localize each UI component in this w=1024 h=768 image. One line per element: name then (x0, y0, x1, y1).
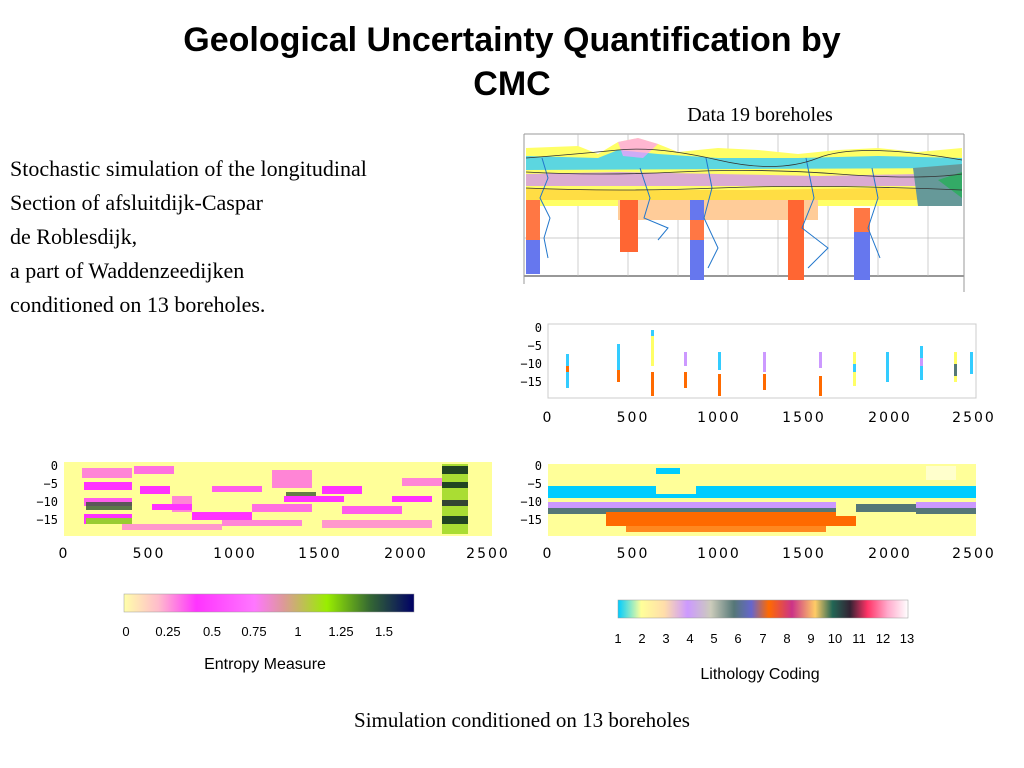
x-tick-label: 1500 (782, 546, 826, 562)
x-tick-label: 2500 (952, 546, 996, 562)
description-line: conditioned on 13 boreholes. (10, 292, 266, 317)
y-tick-label: −10 (520, 495, 542, 509)
lithology-colorbar: 1 2 3 4 5 6 7 8 9 10 11 12 13 (608, 596, 918, 652)
y-tick-label: 0 (51, 459, 58, 473)
y-tick-label: −15 (520, 375, 542, 389)
colorbar-tick-label: 10 (828, 631, 842, 646)
y-tick-label: −15 (36, 513, 58, 527)
x-tick-label: 0 (543, 410, 554, 426)
title-line-2: CMC (473, 65, 551, 103)
entropy-colorbar: 0 0.25 0.5 0.75 1 1.25 1.5 (116, 590, 426, 646)
colorbar-tick-label: 2 (638, 631, 645, 646)
colorbar-tick-label: 6 (734, 631, 741, 646)
colorbar-tick-label: 7 (759, 631, 766, 646)
x-tick-label: 2000 (384, 546, 428, 562)
colorbar-tick-label: 11 (852, 631, 866, 646)
colorbar-tick-label: 1.25 (328, 624, 353, 639)
page-title: Geological Uncertainty Quantification by… (80, 18, 944, 106)
x-tick-label: 500 (617, 546, 650, 562)
lithology-colorbar-title: Lithology Coding (700, 666, 820, 683)
y-tick-label: −10 (36, 495, 58, 509)
colorbar-tick-label: 8 (783, 631, 790, 646)
description-line: Section of afsluitdijk-Caspar (10, 190, 263, 215)
x-tick-label: 1500 (782, 410, 826, 426)
colorbar-tick-label: 4 (686, 631, 693, 646)
data-boreholes-label: Data 19 boreholes (687, 104, 833, 126)
borehole-cross-section-image (518, 128, 970, 292)
x-tick-label: 500 (133, 546, 166, 562)
description-text: Stochastic simulation of the longitudina… (10, 152, 510, 322)
colorbar-tick-label: 13 (900, 631, 914, 646)
colorbar-tick-label: 5 (710, 631, 717, 646)
y-tick-label: 0 (535, 459, 542, 473)
y-tick-label: −15 (520, 513, 542, 527)
colorbar-tick-label: 12 (876, 631, 890, 646)
description-line: Stochastic simulation of the longitudina… (10, 156, 367, 181)
x-tick-label: 1500 (298, 546, 342, 562)
entropy-colorbar-title: Entropy Measure (204, 656, 326, 673)
lithology-simulation-plot: 0 −5 −10 −15 0 500 1000 1500 2000 2500 (506, 456, 1006, 568)
y-tick-label: −5 (44, 477, 58, 491)
colorbar-tick-label: 0.25 (155, 624, 180, 639)
colorbar-tick-label: 1 (294, 624, 301, 639)
x-tick-label: 0 (543, 546, 554, 562)
title-line-1: Geological Uncertainty Quantification by (183, 21, 841, 59)
borehole-markers (566, 330, 973, 396)
description-line: de Roblesdijk, (10, 224, 138, 249)
y-tick-label: −10 (520, 357, 542, 371)
colorbar-tick-label: 0.75 (241, 624, 266, 639)
colorbar-tick-label: 0.5 (203, 624, 221, 639)
colorbar-tick-label: 3 (662, 631, 669, 646)
boreholes-data-plot: 0 −5 −10 −15 0 500 1000 1500 2000 2500 (506, 318, 1006, 430)
entropy-map-plot: 0 −5 −10 −15 0 500 1000 1500 2000 2500 (22, 456, 522, 568)
x-tick-label: 2500 (952, 410, 996, 426)
colorbar-tick-label: 1.5 (375, 624, 393, 639)
x-tick-label: 2500 (466, 546, 510, 562)
x-tick-label: 1000 (697, 410, 741, 426)
colorbar-tick-label: 1 (614, 631, 621, 646)
x-tick-label: 1000 (213, 546, 257, 562)
x-tick-label: 500 (617, 410, 650, 426)
x-tick-label: 2000 (868, 546, 912, 562)
y-tick-label: −5 (528, 339, 542, 353)
colorbar-tick-label: 9 (807, 631, 814, 646)
x-tick-label: 1000 (697, 546, 741, 562)
y-tick-label: −5 (528, 477, 542, 491)
x-tick-label: 0 (59, 546, 70, 562)
colorbar-tick-label: 0 (122, 624, 129, 639)
figure-caption: Simulation conditioned on 13 boreholes (354, 708, 690, 732)
x-tick-label: 2000 (868, 410, 912, 426)
y-tick-label: 0 (535, 321, 542, 335)
description-line: a part of Waddenzeedijken (10, 258, 245, 283)
